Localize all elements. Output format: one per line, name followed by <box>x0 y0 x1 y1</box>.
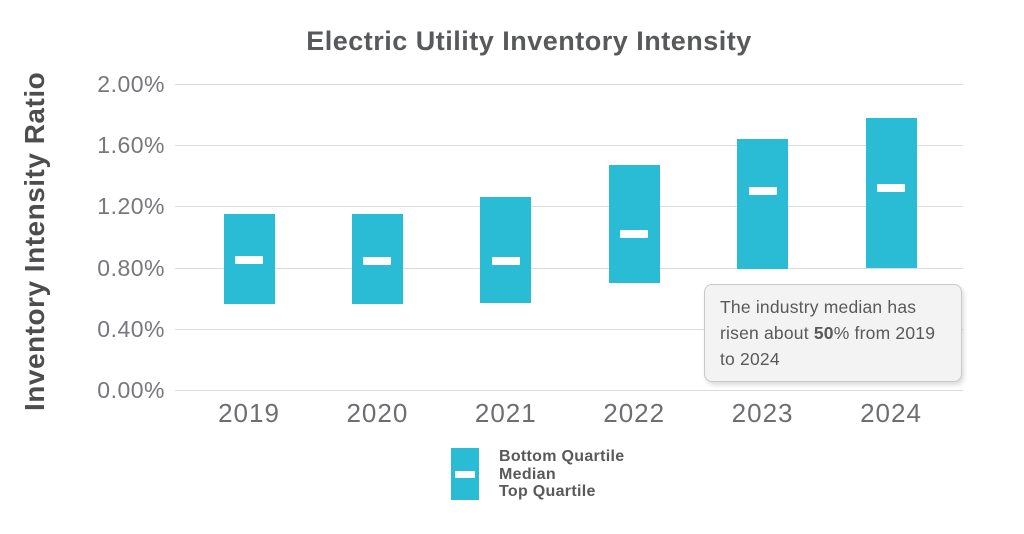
annotation-text-prefix: The industry median has risen about <box>720 297 917 343</box>
x-tick-label-2020: 2020 <box>346 398 409 428</box>
median-marker-2024 <box>877 184 905 193</box>
gridline <box>175 84 963 85</box>
annotation-text-suffix: % from 2019 to 2024 <box>720 323 936 369</box>
x-tick-label-2019: 2019 <box>218 398 280 428</box>
y-tick-label-1.20%: 1.20% <box>97 193 165 220</box>
annotation-text-bold: 50 <box>813 323 834 343</box>
legend-label-top-quartile: Top Quartile <box>499 483 596 500</box>
chart-legend: Bottom Quartile Median Top Quartile <box>451 448 624 501</box>
legend-label-bottom-quartile: Bottom Quartile <box>499 448 625 465</box>
annotation-callout: The industry median has risen about 50% … <box>704 284 962 382</box>
median-marker-2023 <box>748 187 777 196</box>
gridline <box>175 145 963 147</box>
y-tick-label-0.00%: 0.00% <box>97 377 165 403</box>
chart-title: Electric Utility Inventory Intensity <box>306 26 752 56</box>
gridline <box>175 328 963 330</box>
y-tick-label-0.40%: 0.40% <box>97 315 165 342</box>
x-tick-label-2021: 2021 <box>474 398 537 428</box>
y-tick-label-1.60%: 1.60% <box>97 132 165 159</box>
x-tick-label-2023: 2023 <box>731 398 794 428</box>
y-tick-label-0.80%: 0.80% <box>97 254 165 281</box>
legend-label-median: Median <box>499 465 556 483</box>
y-axis-label: Inventory Intensity Ratio <box>19 71 50 411</box>
median-marker-2021 <box>491 257 520 266</box>
range-bar-2023 <box>737 139 789 270</box>
range-bar-2022 <box>608 165 660 283</box>
median-marker-2022 <box>620 229 649 238</box>
legend-median-dash-icon <box>455 471 475 479</box>
gridline <box>175 390 963 391</box>
gridline <box>175 267 963 269</box>
y-tick-label-2.00%: 2.00% <box>97 71 165 97</box>
plot-area <box>175 84 963 391</box>
gridline <box>175 206 963 208</box>
median-marker-2020 <box>363 257 392 266</box>
median-marker-2019 <box>235 255 263 264</box>
range-bar-2021 <box>480 197 532 303</box>
x-tick-label-2022: 2022 <box>603 398 666 428</box>
legend-labels: Bottom Quartile Median Top Quartile <box>499 448 624 501</box>
legend-swatch-quartile-bar <box>451 448 479 501</box>
range-bar-2024 <box>865 117 917 268</box>
x-tick-label-2024: 2024 <box>860 398 922 428</box>
